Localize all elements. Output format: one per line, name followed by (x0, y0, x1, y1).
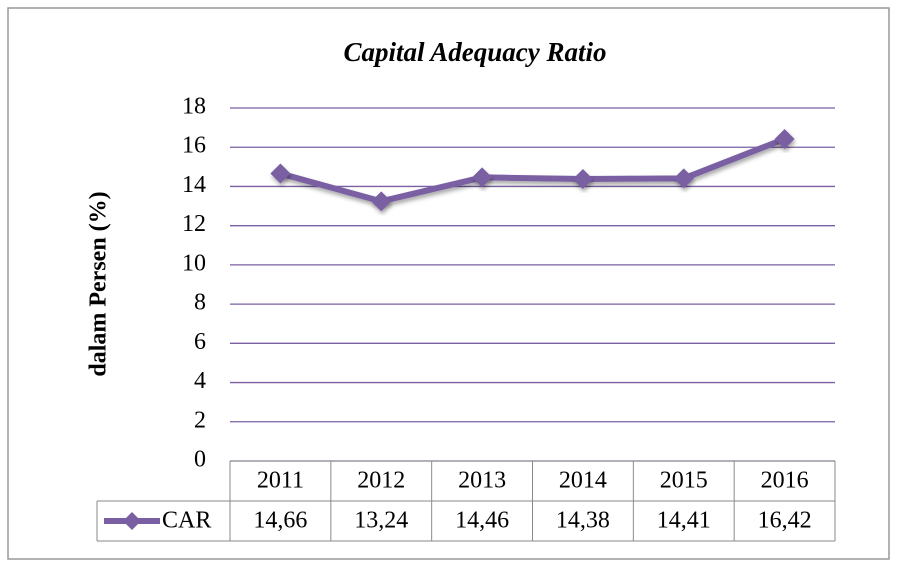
x-tick-label: 2013 (458, 468, 506, 494)
x-tick-label: 2015 (660, 468, 708, 494)
marker (270, 163, 291, 184)
table-value: 14,41 (657, 508, 711, 534)
table-value: 14,46 (455, 508, 509, 534)
y-tick-label: 0 (194, 447, 206, 473)
x-tick-label: 2012 (357, 468, 405, 494)
marker (572, 168, 593, 189)
y-tick-label: 8 (194, 290, 206, 316)
table-value: 13,24 (354, 508, 408, 534)
marker (774, 128, 795, 149)
marker (472, 167, 493, 188)
x-tick-label: 2016 (761, 468, 809, 494)
y-tick-label: 10 (182, 250, 206, 276)
y-tick-label: 6 (194, 329, 206, 355)
x-tick-label: 2011 (257, 468, 304, 494)
data-table: 2011 2012 2013 2014 2015 2016 14,66 13,24 14,46 1… (96, 460, 836, 542)
y-tick-label: 12 (182, 211, 206, 237)
plot (270, 128, 795, 212)
y-tick-label: 4 (194, 368, 206, 394)
marker (371, 191, 392, 212)
legend-label: CAR (162, 508, 211, 534)
y-tick-label: 18 (182, 94, 206, 120)
series-line (279, 136, 786, 205)
chart-frame (7, 7, 890, 560)
table-value: 14,38 (556, 508, 610, 534)
y-tick-label: 2 (194, 407, 206, 433)
chart-title: Capital Adequacy Ratio (344, 37, 607, 67)
y-tick-label: 16 (182, 133, 206, 159)
marker (673, 168, 694, 189)
y-axis-label: dalam Persen (%) (86, 191, 112, 376)
x-tick-label: 2014 (559, 468, 607, 494)
legend-marker (123, 512, 141, 530)
y-tick-label: 14 (182, 172, 206, 198)
table-value: 14,66 (253, 508, 307, 534)
table-value: 16,42 (758, 508, 812, 534)
